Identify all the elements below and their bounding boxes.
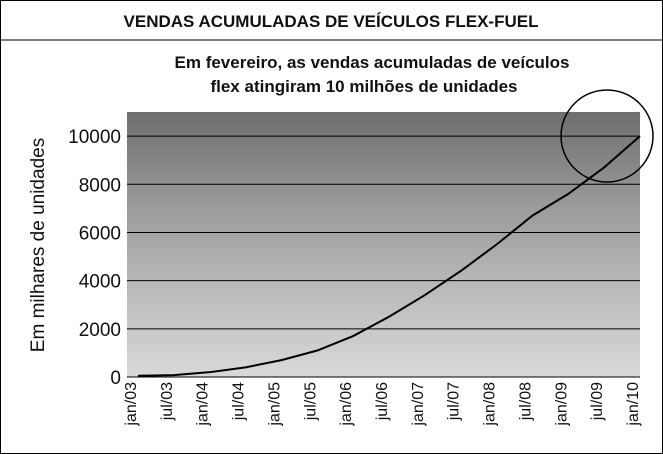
x-tick-label: jul/06 (374, 382, 391, 421)
x-tick-label: jan/10 (625, 382, 642, 427)
x-tick-label: jul/05 (302, 382, 319, 421)
plot-background (127, 112, 640, 377)
chart-subtitle: Em fevereiro, as vendas acumuladas de ve… (175, 53, 570, 72)
chart-title: VENDAS ACUMULADAS DE VEÍCULOS FLEX-FUEL (124, 12, 539, 31)
x-tick-label: jul/07 (446, 382, 463, 421)
chart-subtitle: flex atingiram 10 milhões de unidades (210, 77, 517, 96)
x-tick-label: jan/04 (195, 382, 212, 427)
x-tick-label: jan/08 (482, 382, 499, 427)
x-tick-label: jan/07 (410, 382, 427, 427)
x-tick-label: jan/05 (266, 382, 283, 427)
y-tick-label: 6000 (79, 223, 121, 244)
y-tick-label: 8000 (79, 175, 121, 196)
x-tick-label: jul/09 (589, 382, 606, 421)
y-tick-label: 4000 (79, 272, 121, 293)
x-tick-label: jan/06 (338, 382, 355, 427)
highlight-circle (560, 89, 654, 183)
y-axis-label: Em milhares de unidades (28, 138, 49, 352)
y-tick-label: 0 (110, 368, 121, 389)
y-tick-label: 10000 (68, 127, 121, 148)
x-tick-label: jan/03 (123, 382, 140, 427)
x-tick-label: jul/04 (231, 382, 248, 421)
x-tick-label: jan/09 (553, 382, 570, 427)
x-tick-label: jul/03 (159, 382, 176, 421)
y-tick-label: 2000 (79, 320, 121, 341)
line (137, 135, 641, 377)
x-tick-label: jul/08 (517, 382, 534, 421)
